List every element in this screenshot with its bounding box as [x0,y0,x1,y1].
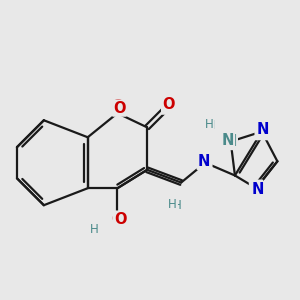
Text: N: N [224,134,237,149]
Text: N: N [257,122,269,137]
Text: H: H [90,221,99,234]
Text: O: O [162,97,175,112]
Text: N: N [198,154,210,169]
Text: N: N [256,124,268,139]
Text: H: H [90,223,99,236]
Text: H: H [168,198,177,211]
Text: H: H [205,118,214,131]
Text: N: N [251,182,264,197]
Text: O: O [114,212,127,227]
Text: N: N [199,155,211,170]
Text: H: H [206,119,215,132]
Text: N: N [222,133,234,148]
Text: O: O [162,99,175,114]
Text: N: N [250,181,262,196]
Text: O: O [111,212,124,227]
Text: H: H [172,199,181,212]
Text: O: O [111,99,124,114]
Text: O: O [113,100,126,116]
